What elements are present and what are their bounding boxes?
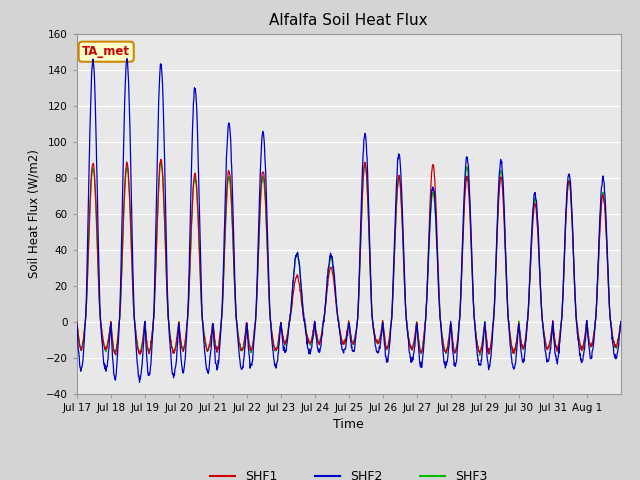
- X-axis label: Time: Time: [333, 418, 364, 431]
- SHF1: [325, 273, 333, 278]
- SHF2: [617, 319, 625, 324]
- SHF3: [611, 341, 618, 347]
- Legend: SHF1, SHF2, SHF3: SHF1, SHF2, SHF3: [205, 465, 492, 480]
- Line: SHF3: SHF3: [77, 161, 621, 355]
- SHF3: [324, 268, 332, 274]
- SHF2: [325, 263, 333, 269]
- SHF2: [477, 358, 485, 363]
- SHF2: [611, 352, 618, 358]
- SHF3: [477, 344, 485, 349]
- SHF2: [136, 379, 143, 385]
- SHF3: [158, 168, 166, 173]
- SHF3: [557, 319, 565, 325]
- SHF3: [617, 319, 625, 324]
- SHF1: [477, 345, 485, 350]
- Line: SHF2: SHF2: [77, 59, 621, 382]
- SHF1: [557, 320, 565, 326]
- Line: SHF1: SHF1: [77, 159, 621, 355]
- Y-axis label: Soil Heat Flux (W/m2): Soil Heat Flux (W/m2): [28, 149, 40, 278]
- SHF3: [157, 158, 165, 164]
- SHF1: [611, 341, 618, 347]
- SHF1: [157, 156, 164, 162]
- SHF2: [335, 324, 343, 330]
- Title: Alfalfa Soil Heat Flux: Alfalfa Soil Heat Flux: [269, 13, 428, 28]
- SHF3: [73, 320, 81, 326]
- SHF2: [124, 56, 131, 61]
- SHF3: [335, 319, 342, 324]
- SHF1: [159, 169, 166, 175]
- SHF3: [476, 352, 484, 358]
- Text: TA_met: TA_met: [82, 45, 131, 58]
- SHF1: [73, 318, 81, 324]
- SHF2: [159, 82, 166, 88]
- SHF1: [112, 352, 120, 358]
- SHF1: [335, 324, 343, 329]
- SHF2: [73, 321, 81, 327]
- SHF1: [617, 319, 625, 324]
- SHF2: [557, 320, 565, 326]
